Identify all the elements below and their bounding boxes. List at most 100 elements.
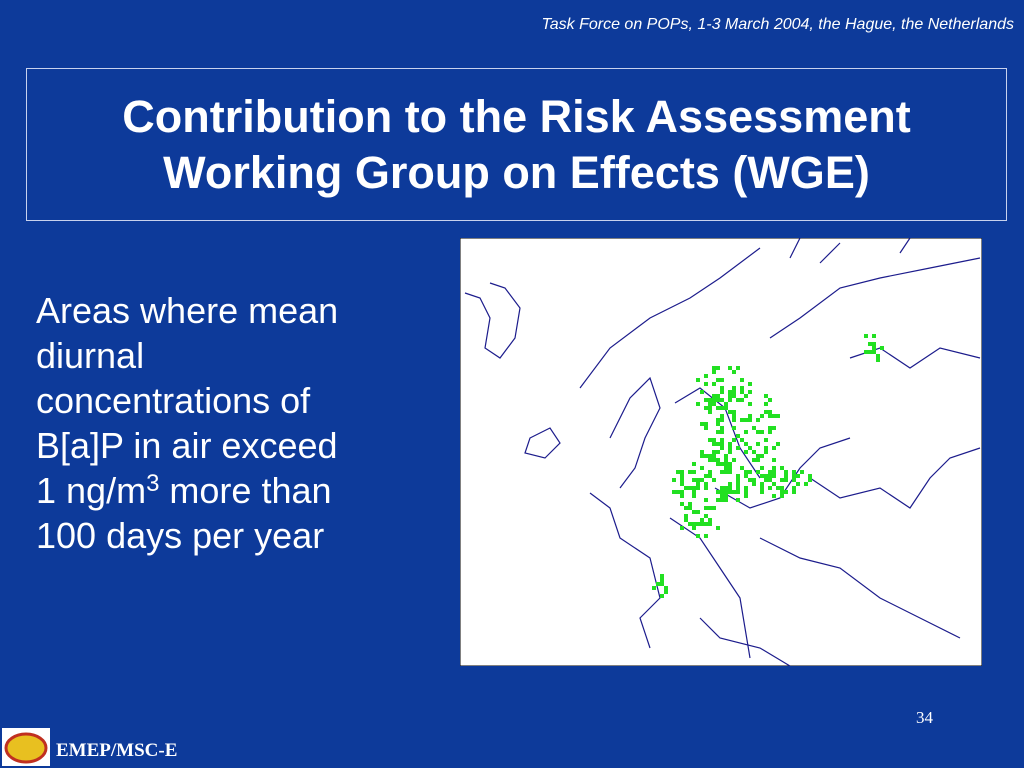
exceedance-cell xyxy=(772,446,776,450)
exceedance-cell xyxy=(772,414,776,418)
exceedance-cell xyxy=(736,478,740,482)
exceedance-cell xyxy=(808,478,812,482)
exceedance-cell xyxy=(724,486,728,490)
exceedance-cell xyxy=(700,466,704,470)
exceedance-cell xyxy=(684,518,688,522)
exceedance-cell xyxy=(660,574,664,578)
exceedance-cell xyxy=(708,438,712,442)
exceedance-cell xyxy=(776,442,780,446)
exceedance-cell xyxy=(708,506,712,510)
exceedance-cell xyxy=(872,334,876,338)
exceedance-cell xyxy=(720,426,724,430)
exceedance-cell xyxy=(736,446,740,450)
exceedance-cell xyxy=(748,446,752,450)
exceedance-cell xyxy=(764,446,768,450)
exceedance-cell xyxy=(752,482,756,486)
exceedance-cell xyxy=(784,478,788,482)
exceedance-cell xyxy=(792,470,796,474)
exceedance-cell xyxy=(748,382,752,386)
exceedance-cell xyxy=(736,482,740,486)
coast xyxy=(769,257,981,339)
exceedance-cell xyxy=(728,466,732,470)
exceedance-cell xyxy=(736,490,740,494)
exceedance-cell xyxy=(868,350,872,354)
exceedance-cell xyxy=(716,526,720,530)
exceedance-cell xyxy=(756,442,760,446)
exceedance-cell xyxy=(740,378,744,382)
exceedance-cell xyxy=(720,378,724,382)
logo-globe xyxy=(4,732,48,764)
header: Task Force on POPs, 1-3 March 2004, the … xyxy=(541,16,1014,33)
exceedance-cell xyxy=(740,398,744,402)
exceedance-cell xyxy=(772,426,776,430)
exceedance-cell xyxy=(768,474,772,478)
exceedance-cell xyxy=(712,454,716,458)
exceedance-cell xyxy=(728,398,732,402)
exceedance-cell xyxy=(716,462,720,466)
exceedance-cell xyxy=(712,402,716,406)
coast xyxy=(759,537,961,639)
exceedance-cell xyxy=(736,398,740,402)
exceedance-cell xyxy=(768,430,772,434)
exceedance-cell xyxy=(764,474,768,478)
exceedance-cell xyxy=(696,378,700,382)
exceedance-cell xyxy=(736,434,740,438)
exceedance-cell xyxy=(704,374,708,378)
exceedance-cell xyxy=(740,466,744,470)
exceedance-cell xyxy=(728,490,732,494)
exceedance-cell xyxy=(772,466,776,470)
exceedance-cell xyxy=(736,474,740,478)
exceedance-cell xyxy=(656,582,660,586)
exceedance-cell xyxy=(760,466,764,470)
exceedance-cell xyxy=(760,474,764,478)
exceedance-cell xyxy=(732,410,736,414)
exceedance-cell xyxy=(716,366,720,370)
exceedance-cell xyxy=(780,466,784,470)
exceedance-cell xyxy=(720,490,724,494)
exceedance-cell xyxy=(720,386,724,390)
map-frame xyxy=(460,238,982,666)
exceedance-cell xyxy=(728,462,732,466)
exceedance-cell xyxy=(716,418,720,422)
exceedance-cell xyxy=(724,490,728,494)
exceedance-cell xyxy=(700,450,704,454)
exceedance-cell xyxy=(780,490,784,494)
exceedance-cell xyxy=(784,490,788,494)
exceedance-cell xyxy=(868,342,872,346)
exceedance-cell xyxy=(720,470,724,474)
border xyxy=(714,437,851,509)
exceedance-cell xyxy=(716,498,720,502)
exceedance-cell xyxy=(696,482,700,486)
exceedance-cell xyxy=(704,486,708,490)
exceedance-cell xyxy=(756,458,760,462)
exceedance-cell xyxy=(692,526,696,530)
exceedance-cell xyxy=(712,442,716,446)
exceedance-cell xyxy=(768,410,772,414)
exceedance-cell xyxy=(744,494,748,498)
exceedance-cell xyxy=(764,402,768,406)
exceedance-cell xyxy=(720,442,724,446)
exceedance-cell xyxy=(744,450,748,454)
exceedance-cell xyxy=(708,402,712,406)
exceedance-cell xyxy=(708,406,712,410)
exceedance-cell xyxy=(720,462,724,466)
body-line: B[a]P in air exceed xyxy=(36,425,338,466)
exceedance-cell xyxy=(704,426,708,430)
exceedance-cell xyxy=(720,414,724,418)
exceedance-cell xyxy=(704,514,708,518)
exceedance-cell xyxy=(704,422,708,426)
exceedance-cell xyxy=(752,458,756,462)
exceedance-cell xyxy=(716,458,720,462)
exceedance-cell xyxy=(728,390,732,394)
map xyxy=(460,238,982,666)
exceedance-cell xyxy=(692,510,696,514)
exceedance-cell xyxy=(764,450,768,454)
exceedance-cell xyxy=(748,402,752,406)
exceedance-cell xyxy=(728,486,732,490)
exceedance-cell xyxy=(716,394,720,398)
exceedance-cell xyxy=(764,478,768,482)
exceedance-cell xyxy=(724,462,728,466)
exceedance-cell xyxy=(760,430,764,434)
exceedance-cell xyxy=(664,586,668,590)
exceedance-cell xyxy=(692,470,696,474)
